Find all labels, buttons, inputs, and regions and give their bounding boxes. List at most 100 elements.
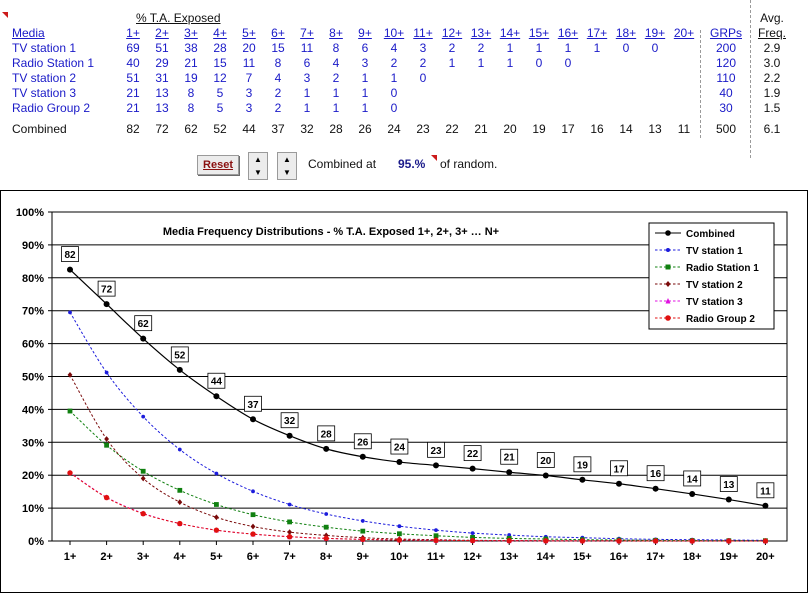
legend-entry: TV station 3 (655, 297, 743, 308)
data-point (433, 462, 439, 469)
data-label-text: 28 (321, 429, 333, 440)
y-axis: 0% 10% 20% 30% 40% 50% 60% 70% 80% 90% 100% (16, 207, 52, 548)
data-label-box (573, 456, 592, 473)
data-label-text: 26 (357, 437, 369, 448)
data-point (652, 485, 659, 492)
data-label: 44 (207, 372, 226, 389)
data-label-text: 20 (540, 456, 552, 467)
data-label-text: 14 (687, 474, 699, 485)
table-cell: 51 (126, 71, 140, 85)
table-cell: 1 (361, 71, 369, 85)
data-label-box (683, 470, 702, 487)
x-tick-label: 18+ (683, 551, 702, 563)
x-tick-label: 17+ (646, 551, 665, 563)
table-cell: 3 (245, 101, 253, 115)
data-point (250, 512, 256, 518)
x-tick-label: 9+ (357, 551, 370, 563)
table-cell: 8 (187, 101, 195, 115)
x-tick-label: 8+ (320, 551, 333, 563)
avg-freq-cell: 1.5 (763, 101, 781, 115)
data-point (104, 436, 109, 442)
spin-down-button[interactable]: ▼ (283, 168, 291, 177)
table-cell: 1 (448, 56, 456, 70)
data-point (176, 366, 183, 373)
x-tick-label: 13+ (500, 551, 519, 563)
data-label-text: 82 (64, 250, 76, 261)
grps-cell: 40 (719, 86, 733, 100)
column-header: 9+ (358, 26, 372, 40)
data-point (140, 468, 146, 474)
table-cell: 4 (274, 71, 282, 85)
spin-up-button[interactable]: ▲ (283, 155, 291, 164)
table-cell: 1 (535, 41, 543, 55)
legend-label: TV station 1 (686, 246, 743, 257)
data-label-box (317, 425, 336, 442)
spin-down-button[interactable]: ▼ (254, 168, 262, 177)
data-label-text: 21 (504, 453, 516, 464)
data-point (469, 537, 476, 544)
data-point (323, 445, 330, 452)
table-cell: 2 (332, 71, 340, 85)
data-point (214, 502, 219, 507)
data-label-box (463, 445, 482, 462)
combined-cell: 16 (590, 122, 604, 136)
grps-cell: 120 (715, 56, 737, 70)
grps-cell: 110 (716, 71, 736, 85)
column-header: 19+ (644, 26, 666, 40)
table-cell: 0 (622, 41, 630, 55)
data-point (67, 470, 73, 476)
avg-freq-header: Freq. (757, 26, 786, 40)
combined-cell: 52 (213, 122, 227, 136)
combined-cell: 19 (532, 122, 546, 136)
data-point (177, 447, 182, 452)
column-header: 2+ (155, 26, 169, 40)
table-cell: 3 (303, 71, 311, 85)
y-tick-label: 40% (22, 404, 44, 416)
data-point (67, 408, 73, 414)
x-tick-label: 2+ (100, 551, 113, 563)
column-header: 3+ (184, 26, 198, 40)
spin-up-button[interactable]: ▲ (254, 155, 262, 164)
table-cell: 8 (187, 86, 195, 100)
data-point (666, 248, 670, 252)
table-cell: 1 (390, 71, 398, 85)
data-point (250, 523, 256, 530)
y-tick-label: 80% (22, 273, 44, 285)
table-cell: 8 (332, 41, 340, 55)
combined-cell: 72 (155, 122, 169, 136)
y-tick-label: 10% (22, 503, 44, 515)
column-header: 10+ (383, 26, 405, 40)
data-label-box (207, 372, 226, 389)
media-table: Media % T.A. Exposed GRPs Avg. Freq. 1+ 2… (0, 0, 811, 190)
data-point (665, 230, 671, 236)
table-cell: 0 (535, 56, 543, 70)
data-label: 52 (170, 346, 189, 363)
spinner-a: ▲ ▼ (248, 152, 268, 180)
avg-freq-cell: 2.2 (763, 71, 781, 85)
data-label: 72 (97, 280, 116, 297)
data-label: 37 (244, 395, 262, 412)
table-cell: 1 (506, 56, 514, 70)
data-point (140, 475, 146, 482)
row-label: Radio Station 1 (12, 56, 95, 70)
data-label-box (536, 452, 555, 468)
of-random-label: of random. (440, 157, 498, 171)
data-point (287, 502, 292, 507)
data-point (104, 442, 109, 448)
reset-button[interactable]: Reset (197, 155, 239, 175)
column-header: 20+ (673, 26, 695, 40)
table-cell: 69 (126, 41, 140, 55)
legend: Combined TV station 1 Radio Station 1 TV st… (648, 222, 775, 330)
x-tick-label: 11+ (427, 551, 445, 563)
column-header: 5+ (242, 26, 256, 40)
data-point (396, 459, 403, 466)
data-point (286, 432, 293, 439)
table-cell: 13 (155, 86, 169, 100)
data-point (579, 476, 586, 483)
data-label: 14 (683, 470, 702, 487)
grps-header: GRPs (709, 26, 742, 40)
data-labels: 82 72 62 52 44 37 32 28 26 24 23 22 21 20 19 17 16 14 13 11 (61, 246, 775, 499)
data-label-box (427, 441, 445, 458)
table-cell: 2 (419, 56, 427, 70)
table-cell: 1 (361, 86, 369, 100)
